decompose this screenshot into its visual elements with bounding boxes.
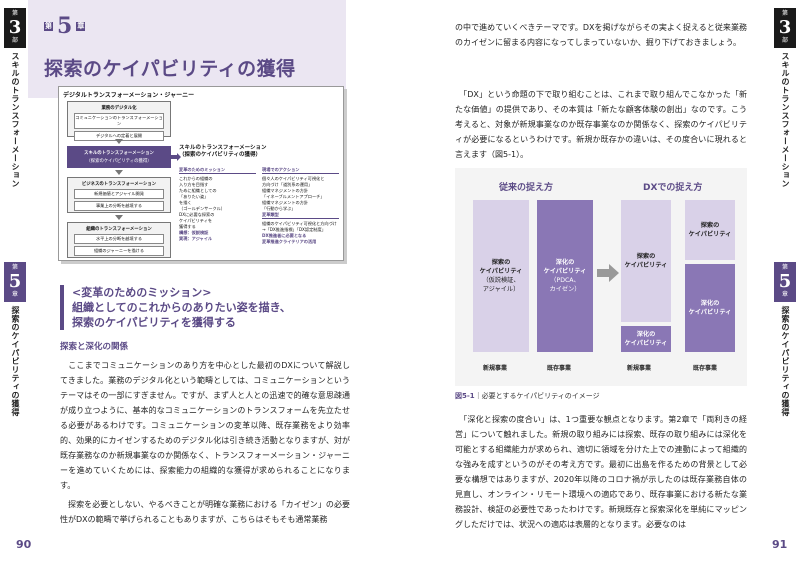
chapter-title: 探索のケイパビリティの獲得	[44, 58, 296, 80]
mission-column: 変革のためのミッション これからの組織の 入り方を目指す ために組織としての 「…	[179, 167, 256, 245]
bar-conventional-new-exploration: 探索の ケイパビリティ （仮説検証、 アジャイル）	[473, 200, 529, 352]
connector-arrow-icon	[171, 153, 181, 161]
bar-dx-new-exploration: 探索の ケイパビリティ	[621, 200, 671, 322]
journey-box-skill-transformation: スキルのトランスフォーメーション （探索のケイパビリティの獲得）	[67, 146, 171, 168]
down-arrow-icon	[115, 215, 123, 220]
part-tab-label: スキルのトランスフォーメーション	[781, 52, 790, 188]
body-paragraph: ここまでコミュニケーションのあり方を中心とした最初のDXについて解説してきました…	[60, 361, 350, 490]
transition-arrow-icon	[597, 264, 619, 282]
figure-5-1: 従来の捉え方 DXでの捉え方 探索の ケイパビリティ （仮説検証、 アジャイル）…	[455, 168, 747, 386]
page-number: 90	[16, 538, 32, 551]
chapter-tab: 第 5 章 探索のケイパビリティの獲得	[774, 262, 796, 417]
part-tab-label: スキルのトランスフォーメーション	[11, 52, 20, 188]
section-heading: 探索と深化の関係	[60, 342, 129, 352]
mission-block: <変革のためのミッション> 組織としてのこれからのありたい姿を描き、 探索のケイ…	[60, 285, 350, 330]
body-paragraph: の中で進めていくべきテーマです。DXを掲げながらその実よく捉えると従来業務のカイ…	[455, 23, 747, 47]
figure-caption: 図5-1｜必要とするケイパビリティのイメージ	[455, 392, 600, 400]
mission-heading: <変革のためのミッション>	[72, 286, 212, 299]
chapter-number: 第 5 章	[44, 13, 86, 39]
down-arrow-icon	[115, 170, 123, 175]
bar-dx-existing-exploration: 探索の ケイパビリティ	[685, 200, 735, 260]
chapter-tab: 第 5 章 探索のケイパビリティの獲得	[4, 262, 26, 417]
mission-line: 探索のケイパビリティを獲得する	[72, 316, 236, 329]
journey-box-organization-transformation: 組織のトランスフォーメーション 水平上の分断を越境する 組織のジャーニーを描ける	[67, 222, 171, 258]
category-new-business: 新規事業	[627, 365, 652, 372]
chapter-tab-label: 探索のケイパビリティの獲得	[781, 306, 790, 417]
journey-box-business-transformation: ビジネスのトランスフォーメーション 新規価値とアジャイル開発 事業上の分断を越境…	[67, 177, 171, 213]
page-number: 91	[772, 538, 788, 551]
category-new-business: 新規事業	[483, 365, 508, 372]
bar-dx-new-deepening: 深化の ケイパビリティ	[621, 326, 671, 352]
diagram-title: デジタルトランスフォーメーション・ジャーニー	[63, 92, 195, 99]
journey-box-business-digitalization: 業務のデジタル化 コミュニケーションのトランスフォーメーション デジタルへの定着…	[67, 101, 171, 141]
action-column: 現場でのアクション 個々人のケイパビリティ可視化と 方向づけ「道別系の運用」 組…	[262, 167, 339, 245]
body-paragraph: 「深化と探索の度合い」は、1つ重要な観点となります。第2章で「両利きの経営」につ…	[455, 415, 747, 529]
bar-conventional-existing-deepening: 深化の ケイパビリティ （PDCA、 カイゼン）	[537, 200, 593, 352]
category-existing-business: 既存事業	[693, 365, 718, 372]
category-existing-business: 既存事業	[547, 365, 572, 372]
journey-diagram: デジタルトランスフォーメーション・ジャーニー 業務のデジタル化 コミュニケーショ…	[58, 86, 344, 261]
skill-transformation-detail: スキルのトランスフォーメーション （探索のケイパビリティの獲得） 変革のためのミ…	[179, 145, 339, 244]
part-tab: 第 3 部 スキルのトランスフォーメーション	[4, 8, 26, 188]
down-arrow-icon	[115, 139, 123, 144]
body-paragraph: 探索を必要としない、やるべきことが明確な業務における「カイゼン」の必要性がDXの…	[60, 500, 350, 524]
conventional-view-label: 従来の捉え方	[499, 183, 554, 193]
part-tab: 第 3 部 スキルのトランスフォーメーション	[774, 8, 796, 188]
body-paragraph: 「DX」という命題の下で取り組むことは、これまで取り組んでこなかった「新たな価値…	[455, 90, 747, 159]
chapter-banner	[28, 0, 346, 98]
bar-dx-existing-deepening: 深化の ケイパビリティ	[685, 264, 735, 352]
chapter-tab-label: 探索のケイパビリティの獲得	[11, 306, 20, 417]
mission-line: 組織としてのこれからのありたい姿を描き、	[72, 301, 291, 314]
dx-view-label: DXでの捉え方	[643, 183, 703, 193]
